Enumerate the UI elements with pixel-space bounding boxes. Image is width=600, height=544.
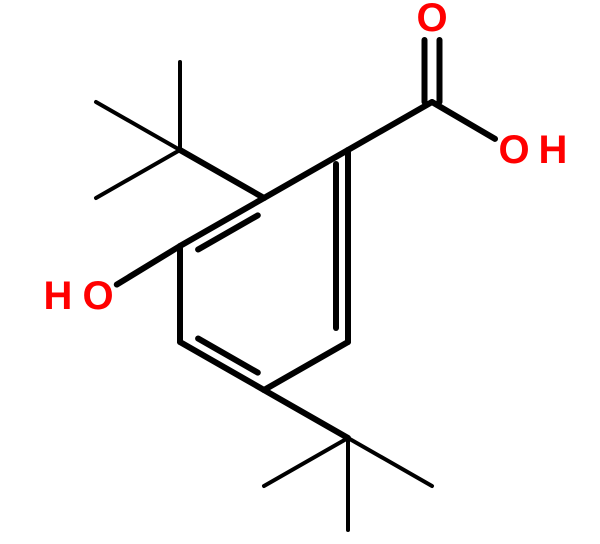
atom-label-h: H	[539, 128, 568, 172]
atom-label-o: O	[498, 128, 529, 172]
molecule-diagram: OOHOH	[0, 0, 600, 544]
atom-label-o: O	[416, 0, 447, 40]
atom-label-o: O	[82, 274, 113, 318]
atom-label-h: H	[44, 274, 73, 318]
